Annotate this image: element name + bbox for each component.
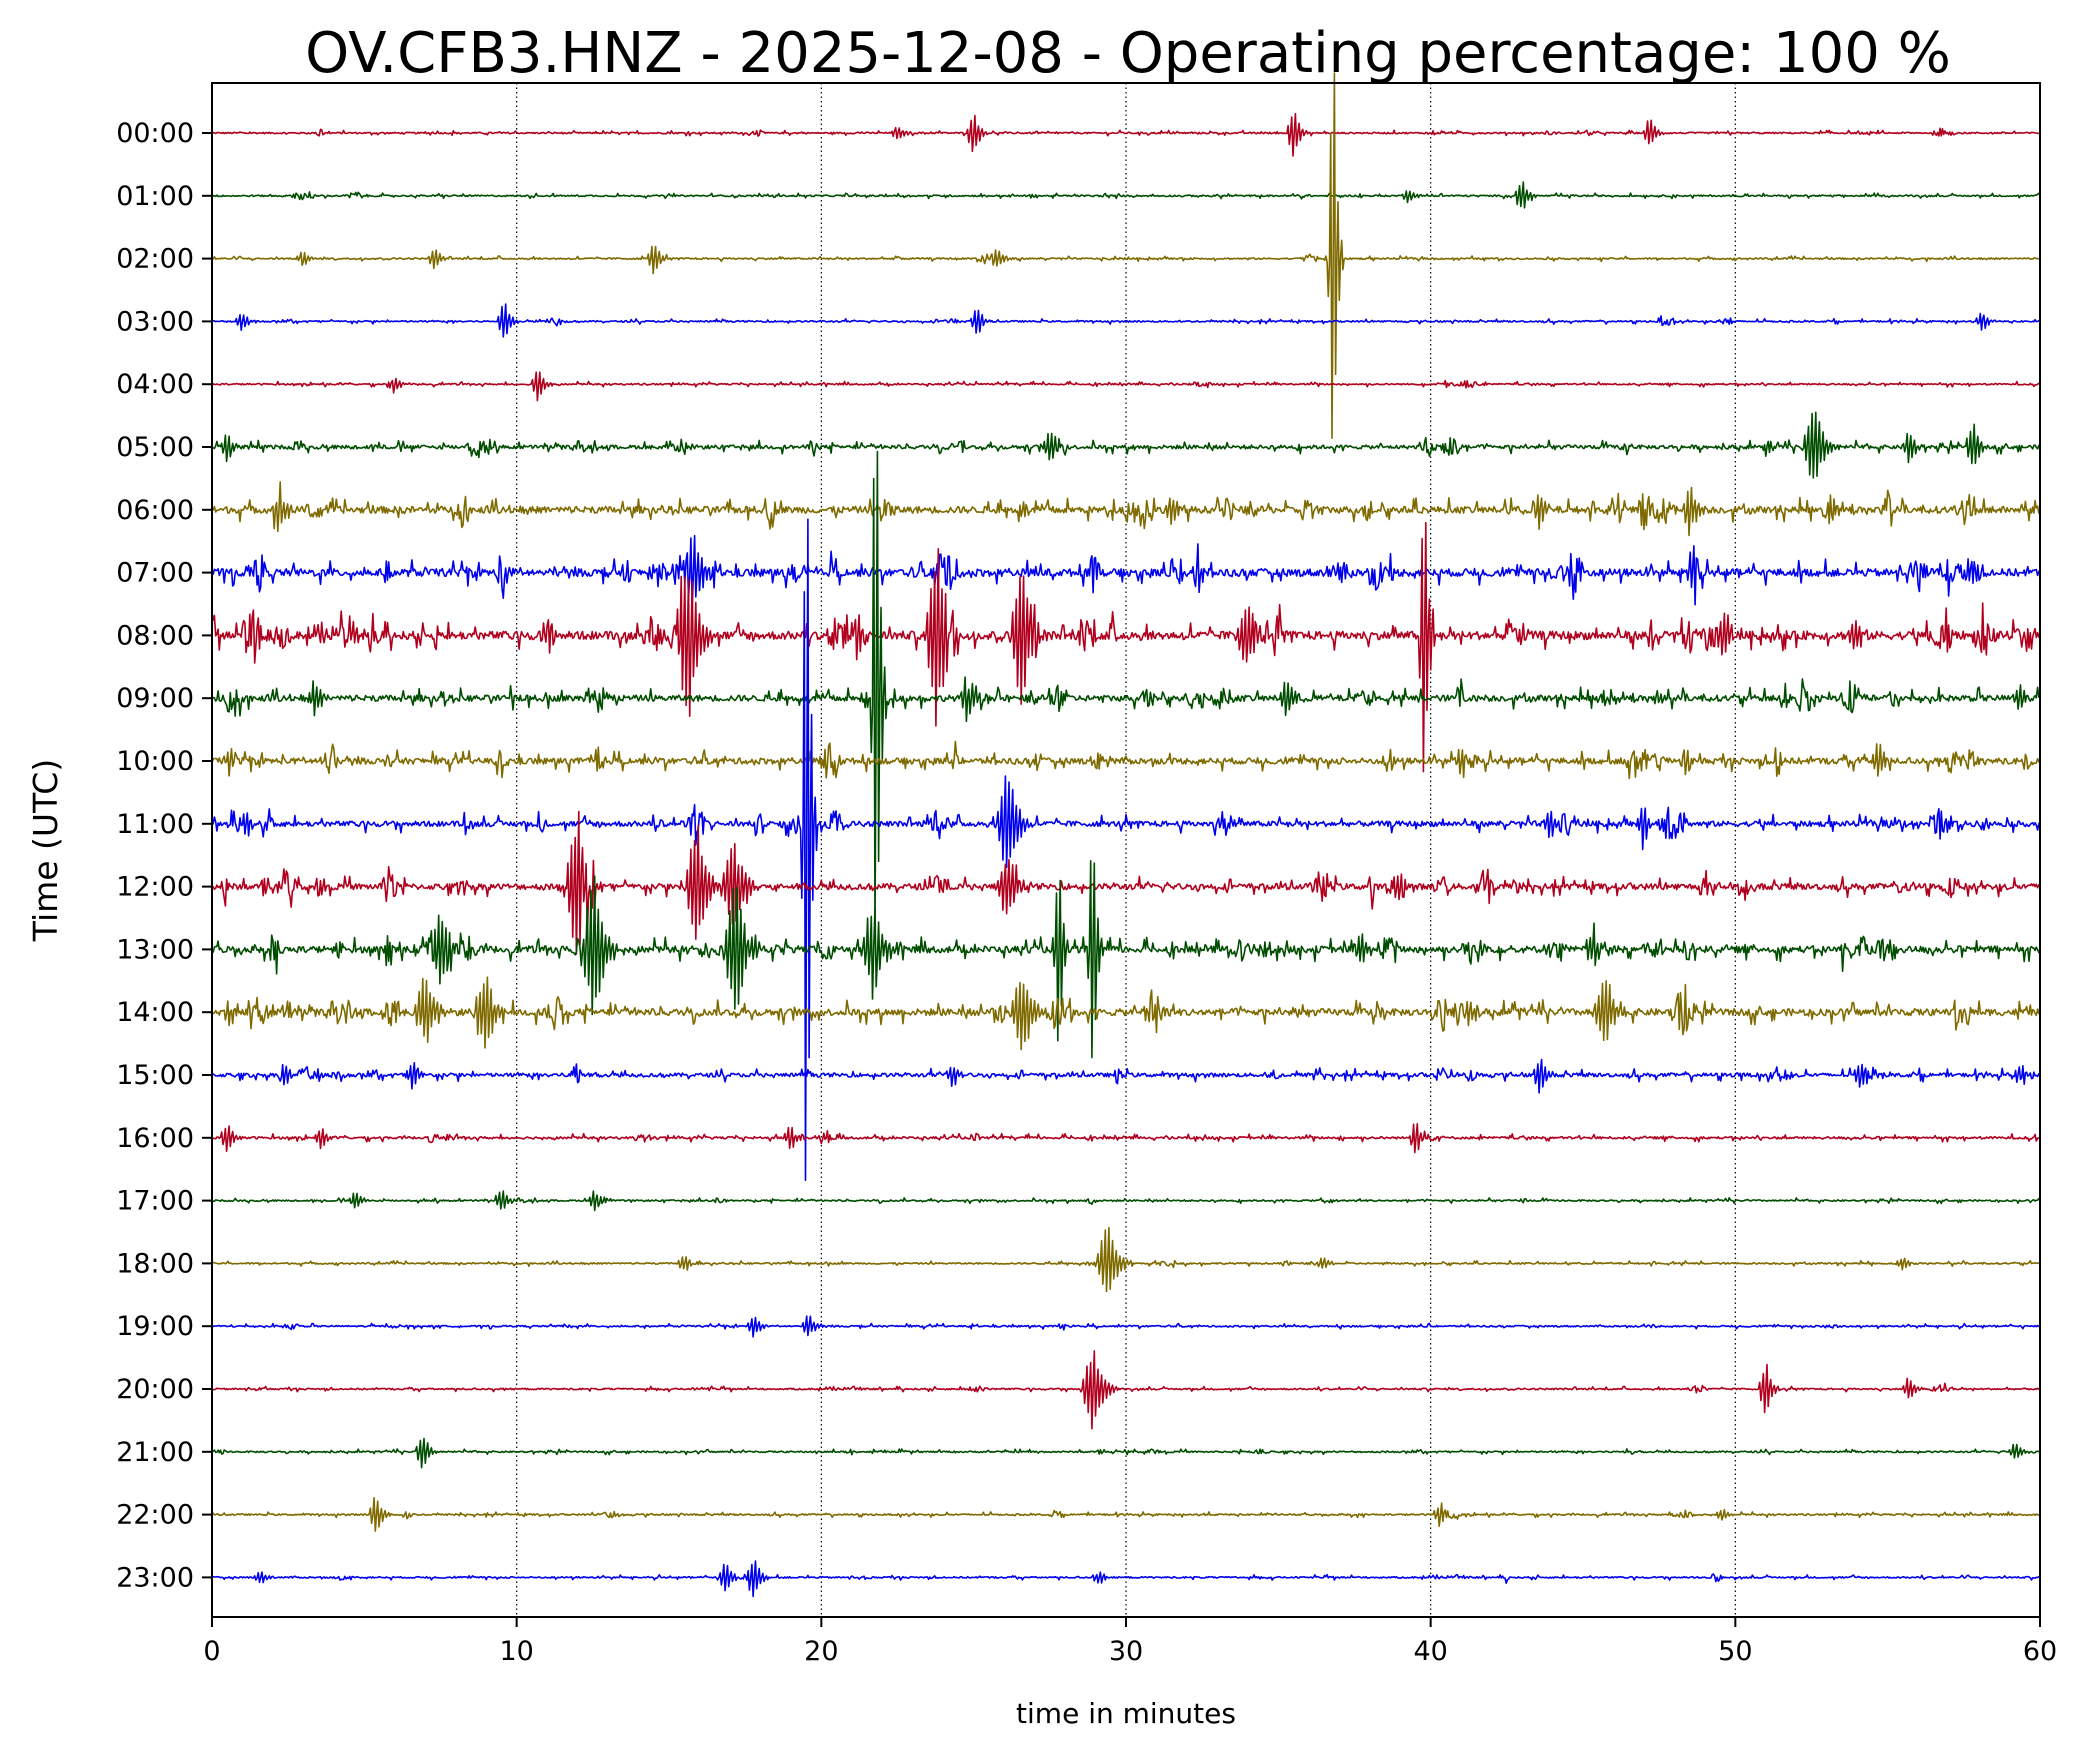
trace-2300	[211, 1560, 2041, 1598]
trace-1800	[212, 1226, 2041, 1293]
trace-1700	[211, 1190, 2040, 1212]
x-axis: 0 10 20 30 40 50 60	[203, 1617, 2057, 1667]
y-tick-label: 10:00	[116, 746, 194, 777]
trace-1000	[211, 740, 2041, 780]
y-axis: 00:00 01:00 02:00 03:00 04:00 05:00 06:00 07:00…	[116, 118, 212, 1593]
trace-0500	[211, 411, 2041, 479]
y-tick-label: 08:00	[116, 620, 194, 651]
trace-0200	[211, 72, 2041, 439]
y-tick-label: 20:00	[116, 1374, 194, 1405]
trace-2100	[211, 1437, 2041, 1469]
trace-0700	[211, 534, 2041, 608]
y-tick-label: 16:00	[116, 1123, 194, 1154]
trace-0900	[211, 450, 2041, 930]
x-tick-label: 40	[1413, 1636, 1447, 1667]
trace-1900	[211, 1315, 2041, 1338]
trace-2000	[211, 1350, 2041, 1430]
x-tick-label: 0	[203, 1636, 220, 1667]
trace-0800	[211, 521, 2041, 773]
grid-lines	[516, 83, 1736, 1617]
trace-0100	[211, 181, 2041, 209]
seismogram-traces	[211, 72, 2041, 1598]
y-tick-label: 04:00	[116, 369, 194, 400]
y-tick-label: 06:00	[116, 495, 194, 526]
trace-1600	[211, 1123, 2041, 1154]
y-tick-label: 09:00	[116, 683, 194, 714]
chart-title: OV.CFB3.HNZ - 2025-12-08 - Operating per…	[305, 21, 1951, 86]
y-tick-label: 03:00	[116, 306, 194, 337]
y-tick-label: 07:00	[116, 558, 194, 589]
trace-1500	[211, 1058, 2041, 1094]
y-tick-label: 17:00	[116, 1186, 194, 1217]
trace-0400	[211, 371, 2041, 402]
x-tick-label: 60	[2023, 1636, 2057, 1667]
y-tick-label: 15:00	[116, 1060, 194, 1091]
trace-0000	[212, 112, 2041, 157]
trace-1400	[211, 976, 2041, 1051]
y-tick-label: 21:00	[116, 1437, 194, 1468]
y-tick-label: 18:00	[116, 1248, 194, 1279]
y-tick-label: 13:00	[116, 934, 194, 965]
y-axis-label: Time (UTC)	[26, 759, 65, 942]
x-tick-label: 20	[804, 1636, 838, 1667]
y-tick-label: 11:00	[116, 809, 194, 840]
y-tick-label: 00:00	[116, 118, 194, 149]
y-tick-label: 05:00	[116, 432, 194, 463]
y-tick-label: 12:00	[116, 872, 194, 903]
y-tick-label: 02:00	[116, 244, 194, 275]
trace-0300	[211, 303, 2041, 338]
y-tick-label: 14:00	[116, 997, 194, 1028]
trace-1100	[211, 518, 2041, 1182]
x-tick-label: 10	[499, 1636, 533, 1667]
trace-0600	[211, 481, 2041, 537]
y-tick-label: 23:00	[116, 1562, 194, 1593]
y-tick-label: 19:00	[116, 1311, 194, 1342]
y-tick-label: 22:00	[116, 1500, 194, 1531]
trace-1200	[211, 810, 2041, 955]
trace-2200	[211, 1497, 2041, 1532]
x-tick-label: 50	[1718, 1636, 1752, 1667]
x-axis-label: time in minutes	[1016, 1697, 1236, 1730]
y-tick-label: 01:00	[116, 181, 194, 212]
x-tick-label: 30	[1109, 1636, 1143, 1667]
trace-1300	[211, 860, 2041, 1059]
